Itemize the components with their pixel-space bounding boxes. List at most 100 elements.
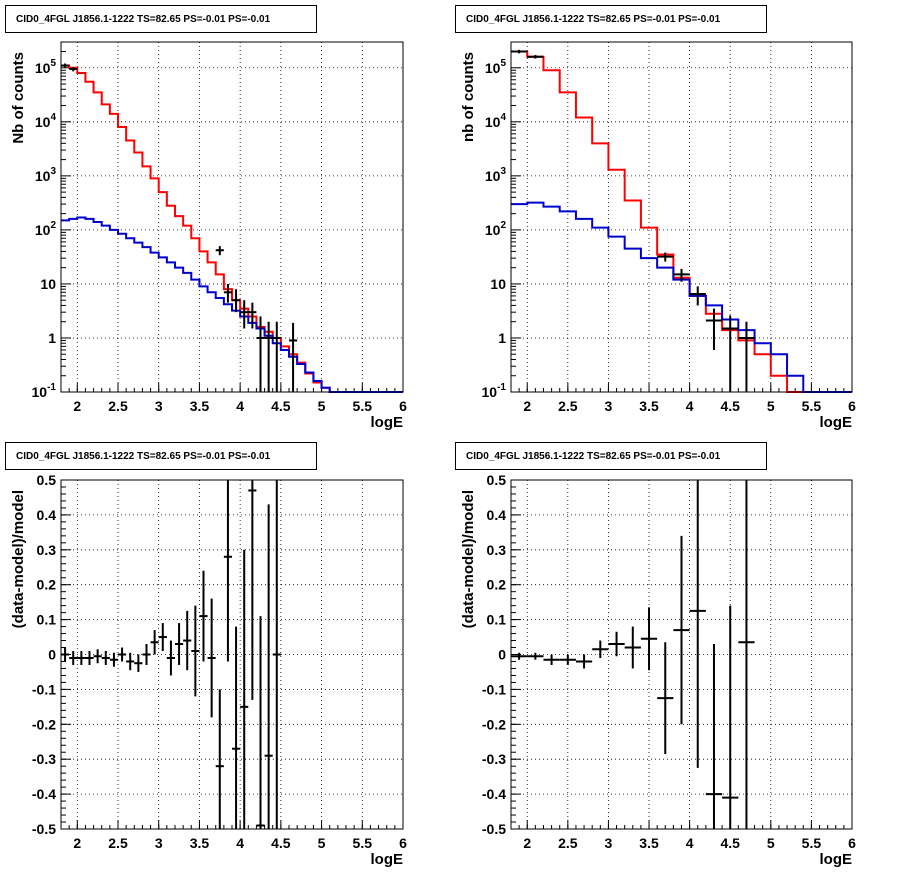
plot-frame-border [510, 479, 853, 830]
x-tick-label: 2 [523, 398, 531, 414]
x-tick-label: 5.5 [802, 835, 822, 851]
y-tick-label: 103 [35, 166, 57, 184]
y-tick-label: 0.2 [37, 577, 57, 593]
x-tick-label: 3 [155, 398, 163, 414]
x-tick-label: 3.5 [639, 398, 659, 414]
x-tick-label: 5.5 [353, 835, 373, 851]
y-tick-label: 0.1 [37, 612, 57, 628]
background-model-histogram [61, 216, 403, 393]
y-tick-label: -0.3 [32, 751, 56, 767]
x-tick-label: 4 [686, 398, 694, 414]
x-tick-label: 5.5 [802, 398, 822, 414]
x-tick-label: 4 [686, 835, 694, 851]
y-tick-label: 1 [48, 330, 56, 346]
y-tick-label: 10 [40, 276, 56, 292]
x-tick-label: 6 [848, 835, 856, 851]
y-tick-label: 0 [498, 647, 506, 663]
y-tick-label: -0.1 [32, 681, 56, 697]
plot-frame [60, 41, 404, 393]
total-model-histogram [511, 50, 852, 393]
y-tick-label: 0.2 [487, 577, 507, 593]
x-axis-label: logE [820, 851, 853, 868]
plot-frame-border [510, 41, 853, 393]
plot-frame-border [60, 41, 404, 393]
x-tick-label: 2.5 [558, 398, 578, 414]
chart-panel-0: 2 2.5 3 3.5 4 4.5 5 5.5 6 10-1 1 10 102 103 104 105 logE… [10, 41, 407, 431]
y-axis-label: (data-model)/model [460, 490, 477, 628]
x-tick-label: 4.5 [271, 398, 291, 414]
x-tick-label: 2.5 [558, 835, 578, 851]
y-tick-label: 0.3 [37, 542, 57, 558]
x-tick-label: 4.5 [720, 835, 740, 851]
y-tick-label: -0.3 [482, 751, 506, 767]
y-tick-label: 0.4 [487, 507, 507, 523]
x-tick-label: 3 [605, 835, 613, 851]
x-tick-label: 2.5 [108, 835, 128, 851]
y-axis-label: Nb of counts [10, 52, 27, 144]
y-tick-label: -0.2 [482, 716, 506, 732]
x-tick-label: 2 [73, 398, 81, 414]
chart-panel-3: 2 2.5 3 3.5 4 4.5 5 5.5 6 -0.5 -0.4 -0.3 -0.2 -0.1 0 0.… [460, 472, 856, 868]
y-tick-label: 0.1 [487, 612, 507, 628]
x-tick-label: 3 [605, 398, 613, 414]
y-tick-label: 0.3 [487, 542, 507, 558]
y-tick-label: -0.4 [32, 786, 56, 802]
y-tick-label: 0.4 [37, 507, 57, 523]
y-tick-label: 0 [48, 647, 56, 663]
chart-panel-2: 2 2.5 3 3.5 4 4.5 5 5.5 6 -0.5 -0.4 -0.3 -0.2 -0.1 0 0.… [10, 472, 407, 868]
y-tick-label: 10 [490, 276, 506, 292]
y-tick-label: 102 [35, 220, 57, 238]
x-tick-label: 5 [767, 398, 775, 414]
x-tick-label: 3 [155, 835, 163, 851]
y-axis-label: (data-model)/model [10, 490, 27, 628]
y-tick-label: -0.1 [482, 681, 506, 697]
x-tick-label: 6 [399, 398, 407, 414]
y-tick-label: 103 [485, 166, 507, 184]
x-tick-label: 4 [236, 398, 244, 414]
y-tick-label: 105 [485, 58, 507, 76]
x-axis-label: logE [820, 414, 853, 431]
panel-title-top-right: CID0_4FGL J1856.1-1222 TS=82.65 PS=-0.01… [455, 5, 767, 33]
x-tick-label: 5 [318, 398, 326, 414]
x-tick-label: 3.5 [190, 835, 210, 851]
y-tick-label: 105 [35, 58, 57, 76]
y-axis-label: nb of counts [460, 52, 477, 142]
y-tick-label: 10-1 [32, 382, 57, 400]
x-tick-label: 2 [73, 835, 81, 851]
x-tick-label: 3.5 [639, 835, 659, 851]
panel-title-top-left: CID0_4FGL J1856.1-1222 TS=82.65 PS=-0.01… [5, 5, 317, 33]
x-tick-label: 5 [318, 835, 326, 851]
x-tick-label: 5.5 [353, 398, 373, 414]
x-axis-label: logE [371, 414, 404, 431]
y-tick-label: 1 [498, 330, 506, 346]
x-tick-label: 4.5 [271, 835, 291, 851]
x-axis-label: logE [371, 851, 404, 868]
y-tick-label: -0.5 [482, 821, 506, 837]
y-tick-label: 10-1 [482, 382, 507, 400]
plot-frame-border [60, 479, 404, 830]
y-tick-label: 104 [485, 112, 507, 130]
x-tick-label: 4.5 [720, 398, 740, 414]
x-tick-label: 5 [767, 835, 775, 851]
panel-title-bottom-left: CID0_4FGL J1856.1-1222 TS=82.65 PS=-0.01… [5, 442, 317, 470]
x-tick-label: 6 [399, 835, 407, 851]
y-tick-label: 102 [485, 220, 507, 238]
x-tick-label: 4 [236, 835, 244, 851]
x-tick-label: 3.5 [190, 398, 210, 414]
y-tick-label: 0.5 [37, 472, 57, 488]
total-model-histogram [61, 64, 403, 393]
plot-frame [510, 41, 853, 393]
y-tick-label: 104 [35, 112, 57, 130]
panel-title-bottom-right: CID0_4FGL J1856.1-1222 TS=82.65 PS=-0.01… [455, 442, 767, 470]
y-tick-label: -0.2 [32, 716, 56, 732]
x-tick-label: 6 [848, 398, 856, 414]
x-tick-label: 2.5 [108, 398, 128, 414]
y-tick-label: -0.5 [32, 821, 56, 837]
x-tick-label: 2 [523, 835, 531, 851]
y-tick-label: -0.4 [482, 786, 506, 802]
chart-panel-1: 2 2.5 3 3.5 4 4.5 5 5.5 6 10-1 1 10 102 103 104 105 logE… [460, 41, 856, 431]
plot-frame [60, 479, 404, 830]
y-tick-label: 0.5 [487, 472, 507, 488]
